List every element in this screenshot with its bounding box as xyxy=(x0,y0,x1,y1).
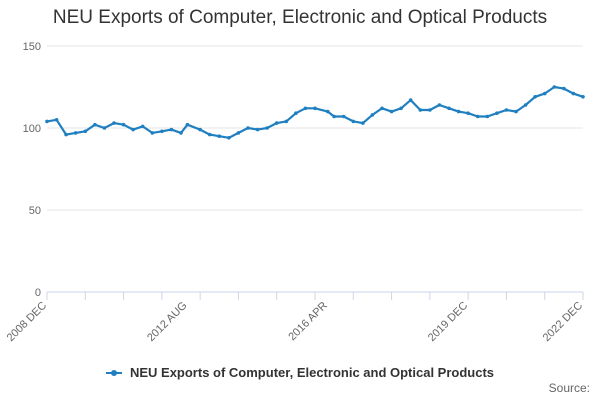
data-point xyxy=(102,126,107,130)
data-point xyxy=(533,95,537,99)
data-point xyxy=(198,127,202,132)
data-point xyxy=(83,129,88,134)
data-point xyxy=(255,127,260,132)
data-point xyxy=(121,122,126,127)
data-point xyxy=(160,129,164,134)
data-point xyxy=(418,108,423,112)
data-point xyxy=(313,106,317,111)
x-axis: 2008 DEC 2012 AUG 2016 APR 2019 DEC 2022 DEC xyxy=(5,291,585,344)
data-point xyxy=(571,91,576,96)
data-point xyxy=(475,114,480,119)
legend[interactable]: NEU Exports of Computer, Electronic and … xyxy=(0,365,600,380)
x-tick-label: 2008 DEC xyxy=(5,300,49,344)
legend-swatch-icon xyxy=(105,368,122,378)
data-point xyxy=(73,131,78,135)
data-point xyxy=(341,114,346,119)
data-point xyxy=(399,106,403,111)
data-point xyxy=(389,109,394,114)
data-point xyxy=(466,111,470,115)
data-point xyxy=(246,126,250,130)
data-point xyxy=(523,103,528,107)
legend-label: NEU Exports of Computer, Electronic and … xyxy=(129,365,495,380)
data-point xyxy=(581,95,585,99)
data-point xyxy=(217,134,222,138)
data-point xyxy=(332,114,336,119)
data-point xyxy=(351,119,356,124)
data-point xyxy=(303,106,308,111)
data-point xyxy=(131,127,135,132)
data-point xyxy=(179,131,183,135)
x-tick-label: 2012 AUG xyxy=(145,300,189,344)
data-point xyxy=(437,103,442,107)
data-point xyxy=(140,124,145,129)
data-point xyxy=(495,111,499,115)
data-point xyxy=(207,132,212,137)
data-point xyxy=(447,106,451,111)
y-tick-label: 100 xyxy=(23,123,41,135)
x-tick-label: 2022 DEC xyxy=(541,300,585,344)
data-point xyxy=(514,109,518,114)
data-point xyxy=(326,109,330,114)
data-point xyxy=(361,121,365,125)
data-point xyxy=(408,98,413,102)
data-point xyxy=(227,136,231,140)
data-point xyxy=(542,91,547,96)
data-point xyxy=(93,122,97,127)
data-point xyxy=(150,131,155,135)
data-point xyxy=(504,108,509,112)
chart-title: NEU Exports of Computer, Electronic and … xyxy=(52,7,548,28)
data-point xyxy=(456,109,461,114)
data-point xyxy=(265,126,269,130)
data-point xyxy=(294,111,298,115)
data-point xyxy=(112,121,116,125)
x-tick-label: 2016 APR xyxy=(286,300,330,344)
data-point xyxy=(284,119,289,124)
gridlines xyxy=(47,45,583,211)
data-point xyxy=(274,121,279,125)
series-line xyxy=(45,85,585,139)
source-label: Source: xyxy=(548,381,590,395)
y-axis-ticks: 0 50 100 150 xyxy=(23,41,41,299)
data-point xyxy=(380,106,384,111)
data-point xyxy=(236,131,241,135)
data-point xyxy=(54,118,59,122)
series-layer xyxy=(45,85,585,140)
data-point xyxy=(485,114,490,119)
data-point xyxy=(64,132,68,137)
data-point xyxy=(552,85,557,89)
data-point xyxy=(45,119,49,124)
x-tick-label: 2019 DEC xyxy=(426,300,470,344)
data-point xyxy=(562,86,566,91)
y-tick-label: 150 xyxy=(23,41,41,53)
data-point xyxy=(185,122,190,127)
data-point xyxy=(169,127,174,132)
data-point xyxy=(370,113,375,117)
data-point xyxy=(428,108,432,112)
y-tick-label: 50 xyxy=(29,205,41,217)
y-tick-label: 0 xyxy=(35,287,41,299)
